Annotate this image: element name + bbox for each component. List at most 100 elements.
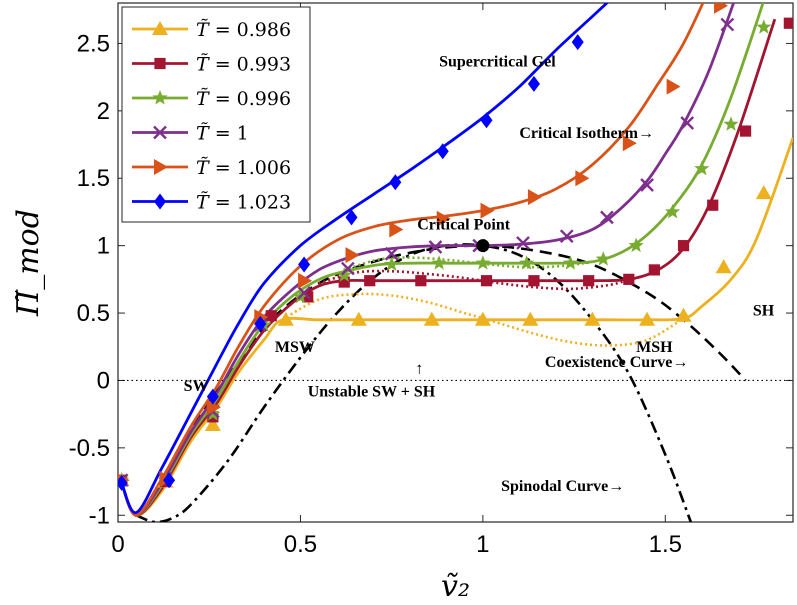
- y-tick-label: 2: [97, 98, 110, 125]
- x-tick-label: 1.5: [649, 531, 682, 558]
- series-0-point: [715, 259, 732, 274]
- series-4-point: [527, 189, 542, 206]
- series-4-point: [389, 221, 404, 238]
- series-1-point: [415, 275, 427, 287]
- annotation-label: Critical Point: [417, 216, 511, 233]
- legend-label-5: T̃ = 1.023: [196, 191, 291, 213]
- annotation-label: Critical Isotherm→: [519, 125, 654, 142]
- series-1-point: [707, 199, 719, 211]
- series-0-point: [584, 311, 601, 326]
- series-3-point: [516, 236, 530, 250]
- series-1-point: [623, 273, 635, 285]
- metastable-dotted-0986: [281, 292, 685, 347]
- series-3-point: [297, 285, 311, 300]
- series-0-point: [522, 311, 539, 326]
- y-tick-label: 0.5: [77, 300, 110, 327]
- series-1-point: [648, 264, 660, 276]
- series-1-point: [338, 276, 350, 288]
- legend-box: [121, 6, 311, 223]
- series-2-point: [562, 255, 578, 270]
- series-1-point: [480, 275, 493, 287]
- series-5-point: [118, 474, 128, 491]
- annotation-label: SH: [753, 303, 775, 320]
- series-0-point: [675, 307, 692, 322]
- series-4-point: [298, 272, 313, 289]
- series-4-point: [436, 210, 451, 227]
- legend-marker-1: [154, 57, 166, 70]
- y-tick-label: -1: [89, 502, 110, 529]
- spinodal-curve: [135, 243, 693, 522]
- x-tick-label: 0: [111, 531, 124, 558]
- series-3-point: [559, 229, 574, 244]
- markers-layer: [118, 3, 793, 491]
- y-tick-label: 2.5: [77, 30, 110, 57]
- series-1-point: [265, 310, 277, 322]
- series-0-point: [639, 311, 656, 326]
- series-2-point: [723, 116, 739, 131]
- annotations-layer: Supercritical Gel Critical Isotherm→ Criti…: [184, 53, 775, 495]
- series-4-point: [206, 399, 221, 416]
- series-3-point: [640, 178, 654, 192]
- annotation-label: Spinodal Curve→: [501, 478, 624, 495]
- series-0-point: [277, 311, 294, 326]
- series-1-point: [783, 17, 793, 29]
- x-axis-label: ṽ₂: [441, 569, 470, 604]
- series-5-point: [163, 472, 176, 489]
- series-0-point: [423, 311, 440, 326]
- y-tick-label: 0: [97, 367, 110, 394]
- series-5-point: [527, 75, 540, 92]
- series-0-point: [474, 311, 491, 326]
- y-tick-label: -0.5: [69, 435, 110, 462]
- legend-marker-0: [152, 21, 168, 35]
- series-5-point: [206, 388, 219, 405]
- series-0-point: [755, 185, 772, 200]
- series-5-point: [571, 34, 584, 51]
- series-2-point: [756, 19, 772, 34]
- series-5-point: [298, 256, 311, 273]
- series-4-point: [714, 3, 729, 14]
- series-1-point: [583, 275, 595, 287]
- series-5-point: [436, 143, 449, 160]
- series-2-point: [384, 256, 400, 271]
- series-0-point: [204, 416, 221, 431]
- critical-point-marker: [476, 239, 490, 253]
- y-tick-label: 1: [97, 233, 110, 260]
- series-5-point: [345, 209, 358, 226]
- series-line-5: [120, 3, 610, 514]
- series-2-point: [431, 255, 447, 270]
- series-3-point: [680, 116, 695, 130]
- legend-label-0: T̃ = 0.986: [196, 19, 291, 41]
- annotation-label: Coexistence Curve→: [545, 354, 689, 371]
- series-2-point: [628, 237, 644, 253]
- annotation-label: MSW: [275, 339, 315, 356]
- legend-label-2: T̃ = 0.996: [196, 88, 291, 110]
- series-1-point: [739, 125, 752, 137]
- series-3-point: [341, 261, 355, 276]
- series-0-point: [350, 311, 367, 326]
- plot-frame: [117, 2, 794, 523]
- series-2-point: [694, 160, 710, 176]
- series-3-point: [428, 240, 443, 254]
- series-4-point: [666, 78, 681, 95]
- y-axis-label: Π̃_mod: [11, 209, 46, 317]
- series-2-point: [205, 406, 221, 421]
- series-2-point: [665, 203, 681, 219]
- series-2-point: [336, 267, 352, 282]
- series-4-point: [622, 135, 637, 152]
- series-5-point: [389, 174, 402, 191]
- series-2-point: [595, 251, 611, 266]
- series-5-point: [480, 112, 493, 129]
- series-2-point: [519, 255, 535, 270]
- legend-marker-2: [152, 90, 168, 105]
- legend: T̃ = 0.986 T̃ = 0.993 T̃ = 0.996 T̃ = 1 T̃ =…: [121, 6, 311, 223]
- legend-label-3: T̃ = 1: [196, 122, 249, 144]
- series-line-4: [120, 3, 705, 517]
- x-tick-label: 0.5: [284, 531, 317, 558]
- series-3-point: [384, 246, 399, 261]
- metastable-dotted-0996: [343, 256, 593, 272]
- series-4-point: [480, 202, 495, 219]
- series-3-point: [600, 210, 614, 225]
- legend-marker-3: [153, 125, 167, 140]
- legend-label-4: T̃ = 1.006: [196, 157, 291, 179]
